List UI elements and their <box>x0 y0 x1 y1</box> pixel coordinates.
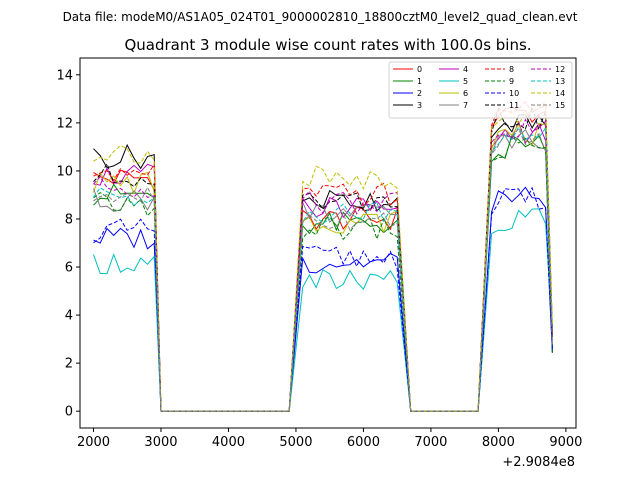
series-line-3 <box>93 114 553 412</box>
chart-title: Quadrant 3 module wise count rates with … <box>124 36 531 54</box>
x-tick-label: 5000 <box>279 435 312 450</box>
legend-box <box>388 61 573 119</box>
legend-label-2: 2 <box>417 89 422 98</box>
legend-label-9: 9 <box>509 77 514 86</box>
suptitle: Data file: modeM0/AS1A05_024T01_90000028… <box>63 10 578 24</box>
y-tick-label: 4 <box>65 309 73 324</box>
x-tick-label: 2000 <box>77 435 110 450</box>
x-offset-label: +2.9084e8 <box>502 455 575 470</box>
legend-label-5: 5 <box>463 77 468 86</box>
y-axis-ticks: 0 2 4 6 8 10 12 14 <box>56 68 80 420</box>
legend-label-7: 7 <box>463 101 468 110</box>
x-tick-label: 8000 <box>482 435 515 450</box>
plot-lines <box>93 100 553 412</box>
x-tick-label: 3000 <box>144 435 177 450</box>
x-tick-label: 9000 <box>549 435 582 450</box>
series-line-1 <box>93 134 553 412</box>
series-line-14 <box>93 100 553 412</box>
series-line-6 <box>93 122 553 412</box>
legend-label-4: 4 <box>463 65 468 74</box>
y-tick-label: 8 <box>65 212 73 227</box>
x-axis-ticks: 2000 3000 4000 5000 6000 7000 8000 9000 <box>77 428 582 450</box>
legend-label-12: 12 <box>555 65 565 74</box>
x-tick-label: 6000 <box>347 435 380 450</box>
legend-label-6: 6 <box>463 89 468 98</box>
legend-label-11: 11 <box>509 101 519 110</box>
series-line-4 <box>93 120 553 412</box>
series-line-11 <box>93 105 553 412</box>
legend-label-15: 15 <box>555 101 565 110</box>
series-line-9 <box>93 135 553 412</box>
legend-label-13: 13 <box>555 77 565 86</box>
legend-label-8: 8 <box>509 65 514 74</box>
legend-label-10: 10 <box>509 89 519 98</box>
legend-label-0: 0 <box>417 65 422 74</box>
y-tick-label: 2 <box>65 357 73 372</box>
y-tick-label: 6 <box>65 261 73 276</box>
x-tick-label: 4000 <box>212 435 245 450</box>
series-line-12 <box>93 118 553 412</box>
series-line-0 <box>93 106 553 412</box>
y-tick-label: 10 <box>56 164 73 179</box>
series-line-8 <box>93 101 553 412</box>
legend-label-1: 1 <box>417 77 422 86</box>
x-tick-label: 7000 <box>414 435 447 450</box>
legend-label-14: 14 <box>555 89 565 98</box>
y-tick-label: 0 <box>65 405 73 420</box>
legend-label-3: 3 <box>417 101 422 110</box>
y-tick-label: 12 <box>56 116 73 131</box>
y-tick-label: 14 <box>56 68 73 83</box>
plot-frame <box>79 57 577 429</box>
series-line-15 <box>93 127 553 412</box>
